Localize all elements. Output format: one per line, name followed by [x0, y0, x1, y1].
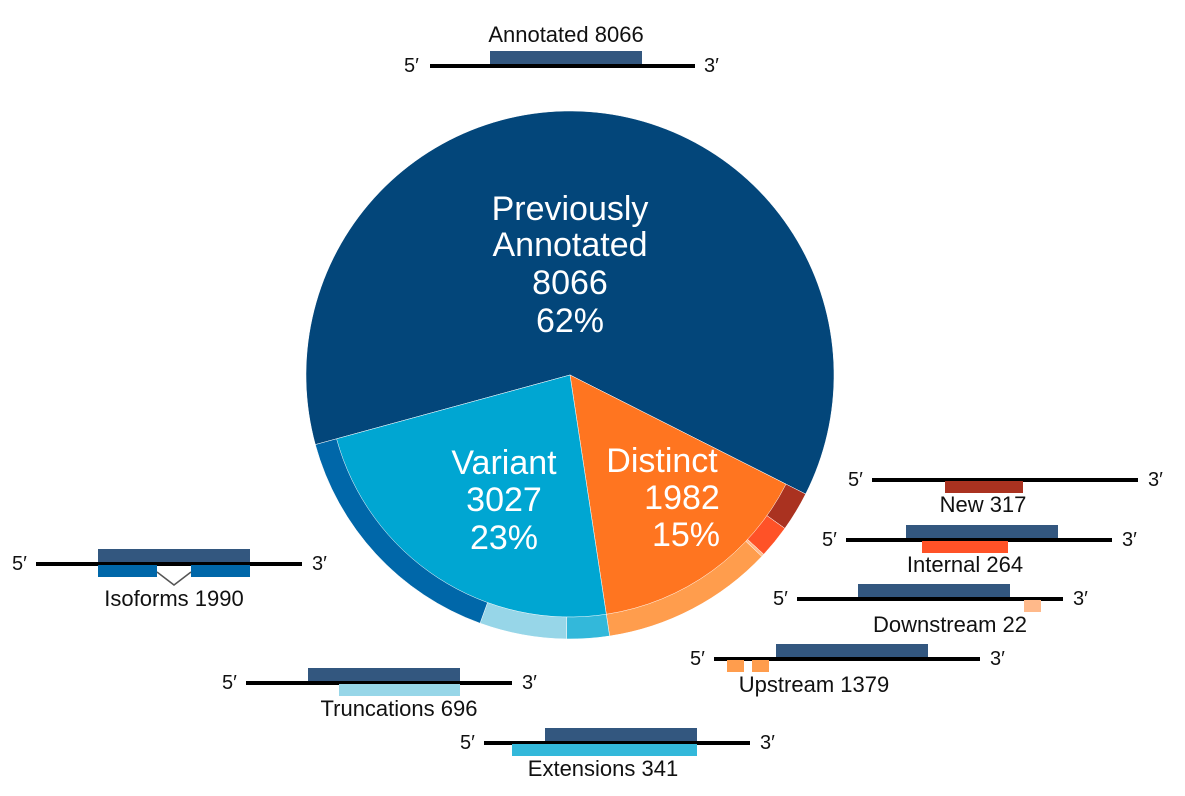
- new-label: New 317: [940, 492, 1027, 517]
- downstream-annotated-bar: [858, 584, 1010, 598]
- truncations-5prime: 5′: [222, 672, 237, 694]
- internal-3prime: 3′: [1122, 529, 1137, 551]
- isoforms-label: Isoforms 1990: [104, 586, 243, 611]
- extensions-annotated-bar: [545, 728, 697, 742]
- schematic-isoforms: 5′ 3′ Isoforms 1990: [12, 549, 327, 611]
- truncations-orf-bar: [339, 684, 460, 696]
- truncations-3prime: 3′: [522, 672, 537, 694]
- internal-orf-bar: [922, 541, 1008, 553]
- new-5prime: 5′: [848, 469, 863, 491]
- new-3prime: 3′: [1148, 469, 1163, 491]
- upstream-orf-bar-2: [752, 660, 769, 672]
- schematic-extensions: 5′ 3′ Extensions 341: [460, 728, 775, 781]
- pie-slice-distinct: [569, 374, 787, 615]
- isoforms-exon-1: [98, 565, 157, 577]
- isoforms-annotated-bar: [98, 549, 250, 563]
- schematic-annotated: Annotated 8066 5′ 3′: [404, 22, 719, 77]
- internal-5prime: 5′: [822, 529, 837, 551]
- downstream-5prime: 5′: [773, 588, 788, 610]
- downstream-3prime: 3′: [1073, 588, 1088, 610]
- pie-label-annotated: Previously Annotated 8066 62%: [492, 190, 649, 340]
- pie-chart: [305, 110, 835, 640]
- extensions-5prime: 5′: [460, 732, 475, 754]
- isoforms-exon-2: [191, 565, 250, 577]
- annotated-orf-bar: [490, 51, 642, 65]
- downstream-orf-bar: [1024, 600, 1041, 612]
- schematic-upstream: 5′ 3′ Upstream 1379: [690, 644, 1005, 697]
- schematic-truncations: 5′ 3′ Truncations 696: [222, 668, 537, 721]
- variant-name: Variant: [451, 444, 557, 482]
- upstream-label: Upstream 1379: [739, 672, 889, 697]
- isoforms-splice-junction: [156, 571, 192, 586]
- truncations-label: Truncations 696: [321, 696, 478, 721]
- variant-count: 3027: [466, 481, 542, 519]
- schematic-downstream: 5′ 3′ Downstream 22: [773, 584, 1088, 637]
- truncations-annotated-bar: [308, 668, 460, 682]
- pie-slice-variant: [336, 374, 607, 618]
- pie-slice-annotated: [305, 110, 835, 495]
- distinct-name: Distinct: [606, 442, 718, 480]
- internal-label: Internal 264: [907, 552, 1023, 577]
- pie-label-variant: Variant 3027 23%: [451, 444, 557, 557]
- isoforms-5prime: 5′: [12, 553, 27, 575]
- pie-inner-cores: [336, 374, 787, 618]
- distinct-count: 1982: [644, 479, 720, 517]
- schematic-new: 5′ 3′ New 317: [848, 469, 1163, 517]
- upstream-annotated-bar: [776, 644, 928, 658]
- annotated-count: 8066: [532, 264, 608, 302]
- upstream-5prime: 5′: [690, 648, 705, 670]
- annotated-name-line1: Previously: [492, 190, 649, 228]
- distinct-percent: 15%: [652, 516, 720, 554]
- annotated-name-line2: Annotated: [492, 226, 647, 264]
- downstream-label: Downstream 22: [873, 612, 1027, 637]
- upstream-3prime: 3′: [990, 648, 1005, 670]
- annotated-schematic-label: Annotated 8066: [488, 22, 643, 47]
- variant-percent: 23%: [470, 519, 538, 557]
- internal-annotated-bar: [906, 525, 1058, 539]
- extensions-3prime: 3′: [760, 732, 775, 754]
- pie-label-distinct: Distinct 1982 15%: [606, 442, 720, 554]
- extensions-label: Extensions 341: [528, 756, 678, 781]
- pie-main-slices: [305, 110, 835, 495]
- extensions-orf-bar: [512, 744, 697, 756]
- isoforms-3prime: 3′: [312, 553, 327, 575]
- annotated-3prime: 3′: [704, 55, 719, 77]
- annotated-5prime: 5′: [404, 55, 419, 77]
- new-orf-bar: [945, 481, 1023, 493]
- schematic-internal: 5′ 3′ Internal 264: [822, 525, 1137, 577]
- annotated-percent: 62%: [536, 302, 604, 340]
- upstream-orf-bar-1: [727, 660, 744, 672]
